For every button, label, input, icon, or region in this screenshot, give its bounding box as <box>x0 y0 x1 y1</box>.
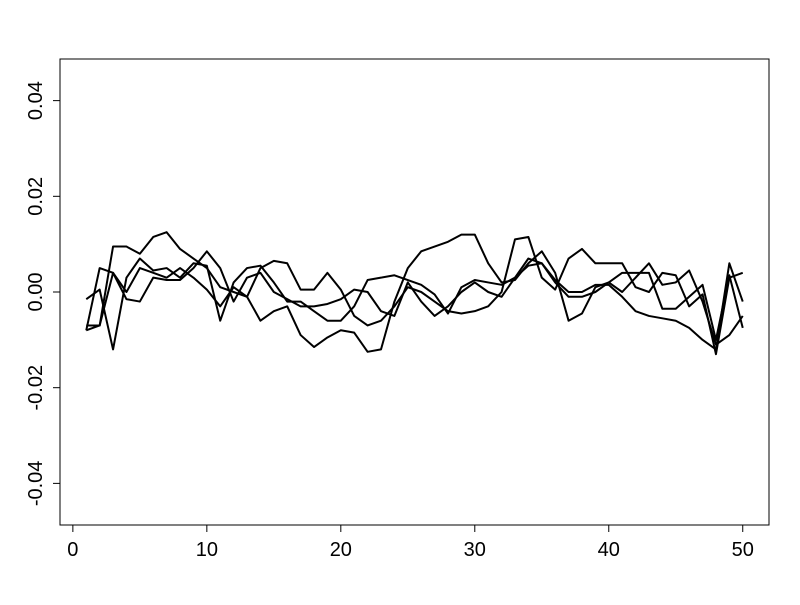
y-tick-label: 0.00 <box>25 273 47 312</box>
y-tick-label: 0.04 <box>25 81 47 120</box>
x-tick-label: 50 <box>732 539 754 561</box>
y-tick-label: -0.02 <box>25 365 47 411</box>
y-tick-label: -0.04 <box>25 461 47 507</box>
x-tick-label: 40 <box>598 539 620 561</box>
series-line <box>85 233 744 353</box>
x-tick-label: 20 <box>330 539 352 561</box>
y-tick-label: 0.02 <box>25 177 47 216</box>
x-tick-label: 10 <box>196 539 218 561</box>
series-line <box>86 250 744 341</box>
x-tick-label: 0 <box>67 539 78 561</box>
series-line <box>85 231 744 356</box>
series-line <box>85 257 744 351</box>
x-tick-label: 30 <box>464 539 486 561</box>
